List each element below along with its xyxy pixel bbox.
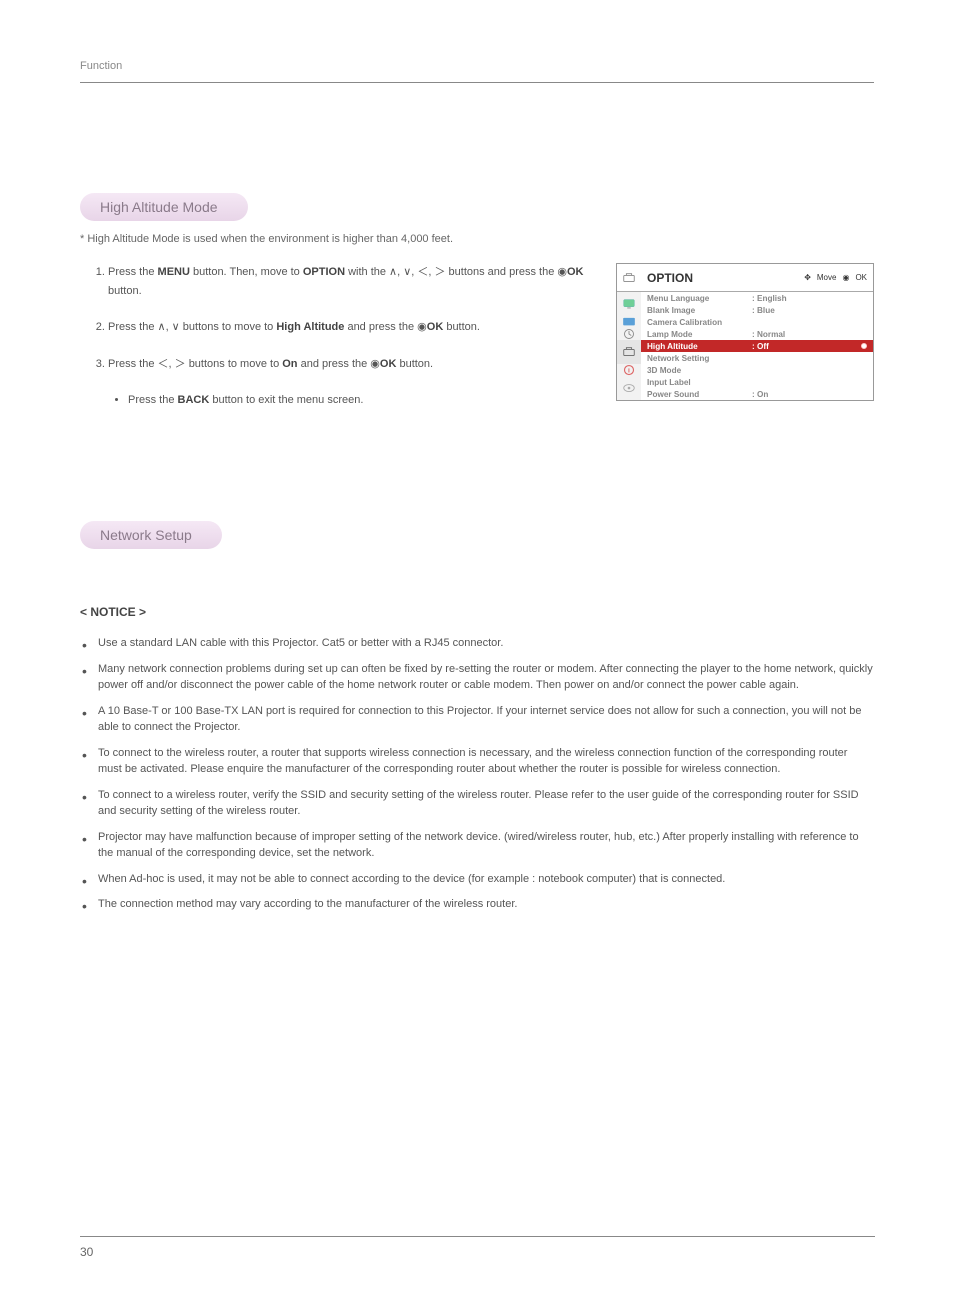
notice-item: Use a standard LAN cable with this Proje… <box>98 635 874 652</box>
osd-row: Lamp Mode: Normal <box>641 328 873 340</box>
osd-row: Blank Image: Blue <box>641 304 873 316</box>
osd-menu: OPTION ✥ Move ◉ OK <box>616 263 874 401</box>
osd-icon-column: i <box>617 292 641 400</box>
page-number: 30 <box>80 1236 875 1259</box>
selection-dot-icon <box>861 343 867 349</box>
page-header: Function <box>80 60 874 83</box>
section-title-2: Network Setup <box>80 521 222 549</box>
step-3: Press the ＜, ＞ buttons to move to On and… <box>108 355 586 408</box>
move-icon: ✥ <box>804 273 811 282</box>
osd-row: Menu Language: English <box>641 292 873 304</box>
gear-icon <box>617 340 641 364</box>
osd-row-value: : Normal <box>752 330 867 339</box>
osd-rows: Menu Language: EnglishBlank Image: BlueC… <box>641 292 873 400</box>
osd-row-label: Blank Image <box>647 306 752 315</box>
osd-row: Network Setting <box>641 352 873 364</box>
osd-row: Camera Calibration <box>641 316 873 328</box>
osd-row-label: Menu Language <box>647 294 752 303</box>
osd-header: OPTION ✥ Move ◉ OK <box>617 264 873 292</box>
step-1: Press the MENU button. Then, move to OPT… <box>108 263 586 300</box>
ok-label: OK <box>855 273 867 282</box>
svg-text:i: i <box>628 367 630 374</box>
osd-title: OPTION <box>641 271 804 285</box>
notice-heading: < NOTICE > <box>80 605 874 619</box>
steps-column: Press the MENU button. Then, move to OPT… <box>80 263 586 426</box>
osd-row-label: 3D Mode <box>647 366 752 375</box>
info-icon: i <box>617 364 641 376</box>
notice-item: Many network connection problems during … <box>98 661 874 694</box>
network-icon <box>617 376 641 400</box>
step-2: Press the ∧, ∨ buttons to move to High A… <box>108 318 586 337</box>
gear-tab-icon <box>617 271 641 285</box>
section-high-altitude: High Altitude Mode * High Altitude Mode … <box>80 193 874 426</box>
osd-row-value: : On <box>752 390 867 399</box>
osd-row-value: : Off <box>752 342 861 351</box>
osd-row-label: Input Label <box>647 378 752 387</box>
osd-row: High Altitude: Off <box>641 340 873 352</box>
section-network-setup: Network Setup < NOTICE > Use a standard … <box>80 521 874 913</box>
notice-item: Projector may have malfunction because o… <box>98 829 874 862</box>
notice-item: A 10 Base-T or 100 Base-TX LAN port is r… <box>98 703 874 736</box>
ok-dot-icon: ◉ <box>842 273 849 282</box>
osd-row-value: : Blue <box>752 306 867 315</box>
monitor-icon <box>617 292 641 316</box>
osd-row-label: Network Setting <box>647 354 752 363</box>
notice-list: Use a standard LAN cable with this Proje… <box>80 635 874 913</box>
section-title-1: High Altitude Mode <box>80 193 248 221</box>
notice-item: To connect to a wireless router, verify … <box>98 787 874 820</box>
move-label: Move <box>817 273 837 282</box>
step-3-bullet: Press the BACK button to exit the menu s… <box>128 392 586 409</box>
clock-icon <box>617 328 641 340</box>
subtitle-1: * High Altitude Mode is used when the en… <box>80 233 874 245</box>
notice-item: To connect to the wireless router, a rou… <box>98 745 874 778</box>
screen-icon <box>617 316 641 328</box>
osd-row-label: Camera Calibration <box>647 318 752 327</box>
osd-row: 3D Mode <box>641 364 873 376</box>
osd-row: Power Sound: On <box>641 388 873 400</box>
notice-item: The connection method may vary according… <box>98 896 874 913</box>
osd-row-label: Lamp Mode <box>647 330 752 339</box>
osd-row: Input Label <box>641 376 873 388</box>
notice-item: When Ad-hoc is used, it may not be able … <box>98 871 874 888</box>
osd-row-value: : English <box>752 294 867 303</box>
osd-row-label: High Altitude <box>647 342 752 351</box>
osd-row-label: Power Sound <box>647 390 752 399</box>
